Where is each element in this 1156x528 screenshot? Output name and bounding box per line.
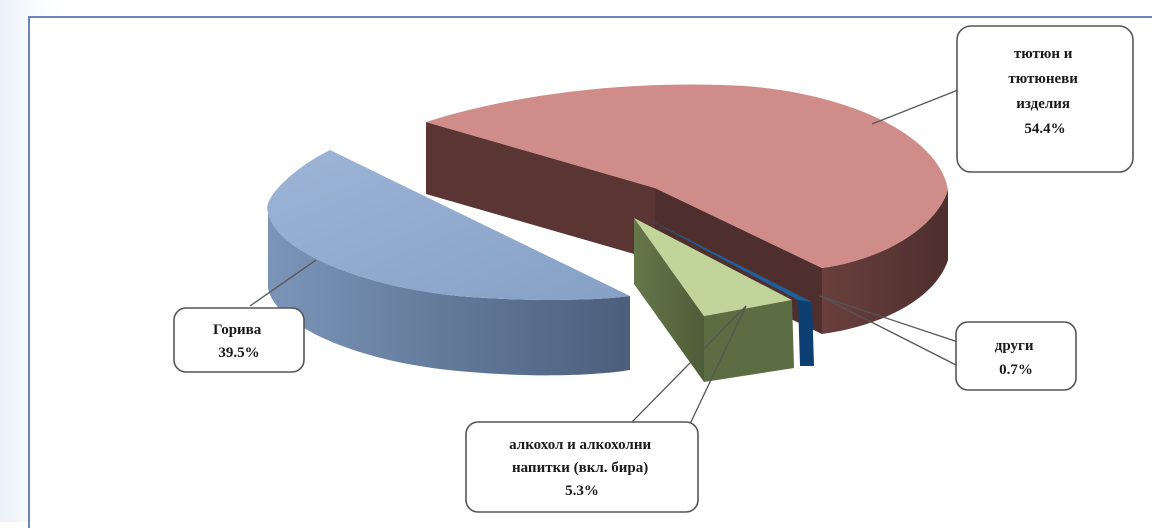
callout-fuel: Горива 39.5% <box>173 259 317 373</box>
svg-text:Горива 39.5%: Горива 39.5% <box>213 322 265 361</box>
callout-tobacco-box <box>956 25 1134 173</box>
callout-alcohol-line-2: напитки (вкл. бира) <box>512 460 648 476</box>
callout-tobacco-leader <box>871 89 959 125</box>
callout-other-leader <box>819 295 959 367</box>
callout-alcohol: алкохол и алкохолни напитки (вкл. бира) … <box>465 305 747 513</box>
callout-fuel-percent: 39.5% <box>218 345 259 361</box>
callout-tobacco-percent: 54.4% <box>1024 121 1065 137</box>
callout-tobacco-line-3: изделия <box>1016 96 1070 112</box>
svg-text:тютюн и тютюневи и: тютюн и тютюневи изделия 54.4% <box>1008 46 1081 137</box>
slice-alcohol-front-wall <box>704 300 794 382</box>
slice-alcohol-top <box>634 218 792 316</box>
svg-text:алкохол и алкохолни напи: алкохол и алкохолни напитки (вкл. бира) … <box>509 437 655 499</box>
callout-fuel-leader <box>249 259 317 307</box>
slice-alcohol-left-wall <box>634 218 704 382</box>
callout-alcohol-percent: 5.3% <box>565 483 599 499</box>
callout-alcohol-line-1: алкохол и алкохолни <box>509 437 651 453</box>
slice-tobacco-inner-wall <box>426 122 655 260</box>
callout-tobacco-line-2: тютюневи <box>1008 71 1078 87</box>
slice-alcohol <box>634 218 794 382</box>
callout-alcohol-box <box>465 421 699 513</box>
slice-other-side <box>798 300 814 366</box>
callout-fuel-line-1: Горива <box>213 322 262 338</box>
callout-alcohol-leader <box>629 305 747 425</box>
callout-tobacco-line-1: тютюн и <box>1014 46 1073 62</box>
callout-tobacco: тютюн и тютюневи изделия 54.4% <box>871 25 1134 173</box>
callout-other: други 0.7% <box>819 295 1077 391</box>
slice-tobacco-outer-wall <box>822 190 948 334</box>
callout-other-line-1: други <box>995 338 1034 354</box>
callout-other-box <box>955 321 1077 391</box>
slice-fuel-top <box>267 150 630 300</box>
slice-fuel-side <box>268 212 630 376</box>
slice-other-top <box>646 218 812 302</box>
slice-fuel <box>267 150 630 376</box>
slice-tobacco-top <box>426 84 948 268</box>
callout-fuel-box <box>173 307 305 373</box>
svg-text:други 0.7%: други 0.7% <box>995 338 1037 378</box>
callout-other-percent: 0.7% <box>999 362 1033 378</box>
slice-other <box>646 218 814 366</box>
